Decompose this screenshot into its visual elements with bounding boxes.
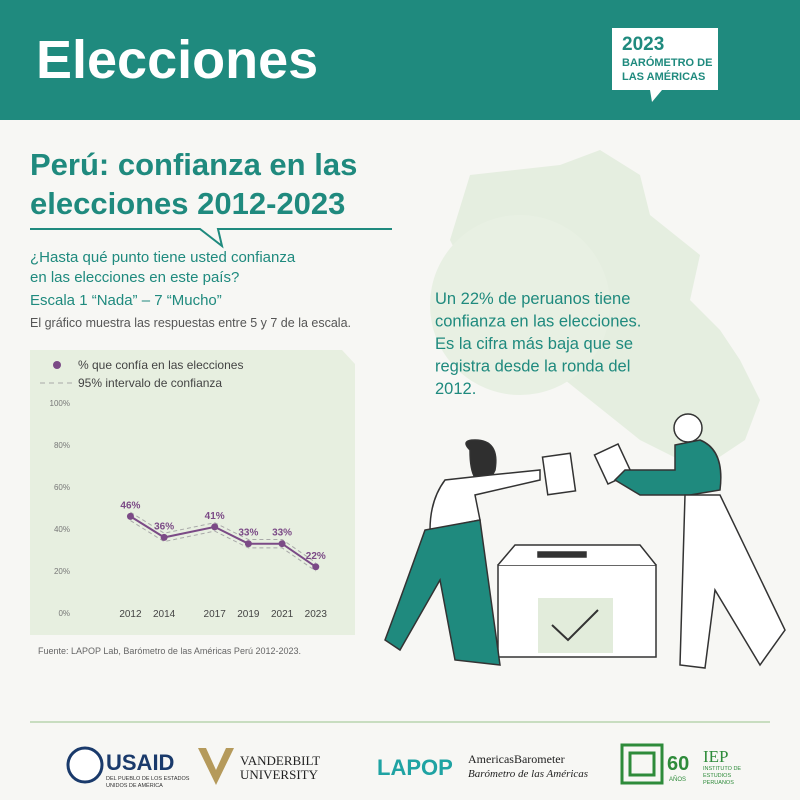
y-tick-label: 80%	[54, 441, 70, 450]
ballot-panel	[538, 598, 613, 653]
logo-text: 60	[667, 753, 689, 775]
data-line	[129, 515, 317, 568]
iep-mark	[628, 751, 656, 777]
chart-panel	[30, 350, 355, 635]
highlight-line: registra desde la ronda del	[435, 358, 630, 376]
question: en las elecciones en este país?	[30, 269, 239, 286]
note: El gráfico muestra las respuestas entre …	[30, 316, 351, 330]
badge	[612, 28, 718, 102]
footer-logos: USAID DEL PUEBLO DE LOS ESTADOS UNIDOS D…	[66, 743, 741, 789]
logo-text: UNIDOS DE AMÉRICA	[106, 782, 163, 789]
man-pants	[679, 494, 786, 669]
y-tick-label: 20%	[54, 567, 70, 576]
logo-text: IEP	[703, 747, 729, 766]
data-point	[126, 512, 134, 520]
y-tick-label: 0%	[58, 609, 70, 618]
header-title: Elecciones	[36, 30, 318, 90]
badge-text: 2023	[622, 34, 664, 55]
logo-text: AÑOS	[669, 776, 686, 783]
data-label: 36%	[154, 521, 174, 532]
logo-text: Barómetro de las Américas	[468, 768, 588, 780]
highlight-line: Es la cifra más baja que se	[435, 335, 633, 353]
data-point	[244, 540, 252, 548]
x-tick-label: 2012	[119, 609, 142, 620]
x-tick-label: 2014	[153, 609, 176, 620]
ci-line	[130, 520, 317, 572]
data-label: 33%	[272, 528, 292, 539]
heading: Perú: confianza en las	[30, 147, 357, 182]
question: ¿Hasta qué punto tiene usted confianza	[30, 249, 296, 266]
data-point	[160, 533, 168, 541]
data-label: 33%	[238, 528, 258, 539]
data-label: 46%	[120, 500, 140, 511]
y-tick-label: 60%	[54, 483, 70, 492]
data-point	[312, 563, 320, 571]
highlight-line: Un 22% de peruanos tiene	[435, 290, 630, 308]
y-tick-label: 40%	[54, 525, 70, 534]
source: Fuente: LAPOP Lab, Barómetro de las Amér…	[38, 646, 301, 656]
decor-circle	[430, 215, 610, 395]
logo-text: VANDERBILT	[240, 753, 320, 768]
man-head	[673, 413, 703, 443]
badge-text: BARÓMETRO DE	[622, 56, 712, 69]
legend-marker	[53, 361, 61, 369]
woman-body	[429, 469, 541, 531]
checkmark	[551, 609, 599, 642]
logo-text: INSTITUTO DE	[703, 766, 741, 772]
scale: Escala 1 “Nada” – 7 “Mucho”	[30, 292, 222, 309]
highlight-line: 2012.	[435, 380, 476, 398]
heading: elecciones 2012-2023	[30, 186, 345, 221]
data-label: 41%	[205, 511, 225, 522]
logo-text: LAPOP	[377, 755, 453, 780]
ballot-slot	[537, 551, 587, 558]
highlight-text: Un 22% de peruanos tiene confianza en las…	[435, 290, 641, 398]
ci-line	[130, 511, 317, 564]
data-point	[211, 523, 219, 531]
usaid-seal	[66, 746, 104, 784]
logo-text: DEL PUEBLO DE LOS ESTADOS	[106, 776, 190, 782]
x-tick-label: 2021	[271, 609, 294, 620]
legend-label: 95% intervalo de confianza	[78, 376, 222, 390]
iep-mark	[620, 743, 664, 785]
ballot-paper	[541, 452, 577, 496]
badge-text: LAS AMÉRICAS	[622, 70, 705, 83]
logo-text: ESTUDIOS	[703, 773, 731, 779]
highlight-line: confianza en las elecciones.	[435, 313, 641, 331]
legend-label: % que confía en las elecciones	[78, 358, 243, 372]
vanderbilt-v	[198, 748, 234, 785]
woman-pants	[384, 519, 501, 666]
illustration	[384, 413, 786, 669]
logo-text: UNIVERSITY	[240, 767, 319, 782]
logo-text: PERUANOS	[703, 780, 734, 786]
logo-text: USAID	[106, 750, 174, 775]
y-tick-label: 100%	[50, 399, 70, 408]
logo-text: AmericasBarometer	[468, 752, 565, 766]
heading-underline	[30, 228, 392, 249]
data-point	[278, 540, 286, 548]
data-label: 22%	[306, 551, 326, 562]
man-shirt	[613, 439, 722, 496]
x-tick-label: 2019	[237, 609, 260, 620]
chart: 0% 20% 40% 60% 80% 100% 2012 2014 2017 2019 2021 20…	[40, 358, 327, 620]
x-tick-label: 2023	[305, 609, 328, 620]
x-tick-label: 2017	[204, 609, 227, 620]
